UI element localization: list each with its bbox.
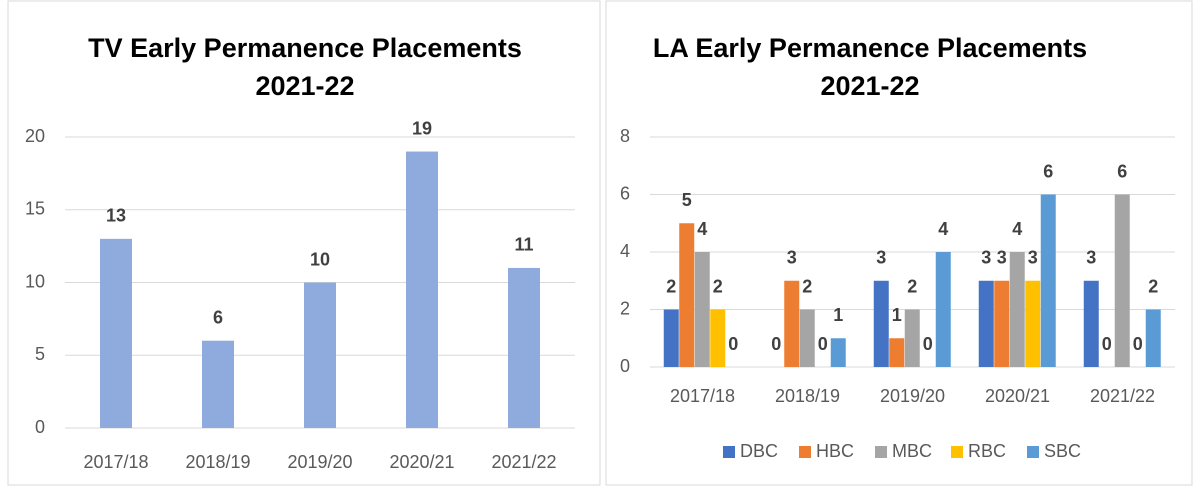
data-label: 2: [713, 276, 723, 296]
data-label: 3: [1086, 248, 1096, 268]
data-label: 2: [907, 276, 917, 296]
data-label: 3: [997, 248, 1007, 268]
chart-title: TV Early Permanence Placements: [88, 33, 522, 63]
data-label: 4: [938, 219, 948, 239]
bar: [935, 252, 951, 367]
data-label: 3: [1028, 248, 1038, 268]
bar: [1114, 194, 1130, 367]
bar: [202, 340, 234, 428]
y-tick-label: 6: [620, 183, 630, 203]
data-label: 13: [106, 206, 126, 226]
data-label: 1: [892, 305, 902, 325]
x-tick-label: 2017/18: [670, 386, 735, 406]
data-label: 11: [514, 235, 533, 255]
bar: [889, 338, 905, 367]
y-tick-label: 0: [620, 356, 630, 376]
data-label: 3: [981, 248, 991, 268]
y-tick-label: 4: [620, 241, 630, 261]
data-label: 0: [1102, 334, 1112, 354]
y-tick-label: 5: [35, 344, 45, 364]
data-label: 3: [876, 248, 886, 268]
data-label: 0: [1133, 334, 1143, 354]
data-label: 2: [1148, 276, 1158, 296]
chart-subtitle: 2021-22: [820, 71, 919, 101]
chart-subtitle: 2021-22: [255, 71, 354, 101]
data-label: 6: [1117, 161, 1127, 181]
y-tick-label: 0: [35, 417, 45, 437]
bar: [508, 267, 540, 428]
legend-swatch: [1027, 446, 1039, 458]
data-label: 2: [802, 276, 812, 296]
chart-frame: [605, 0, 1193, 486]
bar: [1025, 280, 1041, 367]
legend-label: MBC: [892, 441, 932, 461]
bar: [994, 280, 1010, 367]
bar: [694, 252, 710, 367]
x-tick-label: 2021/22: [1090, 386, 1155, 406]
data-label: 0: [818, 334, 828, 354]
x-tick-label: 2020/21: [985, 386, 1050, 406]
x-tick-label: 2018/19: [775, 386, 840, 406]
data-label: 5: [682, 190, 692, 210]
data-label: 0: [923, 334, 933, 354]
data-label: 10: [310, 249, 330, 269]
x-tick-label: 2020/21: [389, 452, 454, 472]
data-label: 6: [1043, 161, 1053, 181]
bar: [799, 309, 815, 367]
bar: [784, 280, 800, 367]
data-label: 2: [666, 276, 676, 296]
data-label: 0: [771, 334, 781, 354]
bar: [1009, 252, 1025, 367]
bar: [679, 223, 695, 367]
legend-label: HBC: [816, 441, 854, 461]
bar: [1145, 309, 1161, 367]
bar: [873, 280, 889, 367]
data-label: 0: [728, 334, 738, 354]
data-label: 1: [833, 305, 843, 325]
y-tick-label: 2: [620, 298, 630, 318]
legend-swatch: [799, 446, 811, 458]
chart-frame: [7, 0, 601, 486]
data-label: 3: [787, 248, 797, 268]
bar: [710, 309, 726, 367]
x-tick-label: 2017/18: [83, 452, 148, 472]
legend-swatch: [723, 446, 735, 458]
bar: [1040, 194, 1056, 367]
x-tick-label: 2019/20: [880, 386, 945, 406]
bar: [304, 282, 336, 428]
bar: [663, 309, 679, 367]
bar: [978, 280, 994, 367]
bar: [100, 238, 132, 428]
x-tick-label: 2021/22: [491, 452, 556, 472]
chart-title: LA Early Permanence Placements: [653, 33, 1087, 63]
bar: [1083, 280, 1099, 367]
data-label: 19: [412, 118, 432, 138]
legend-label: DBC: [740, 441, 778, 461]
legend-label: SBC: [1044, 441, 1081, 461]
legend-swatch: [951, 446, 963, 458]
legend-label: RBC: [968, 441, 1006, 461]
x-tick-label: 2018/19: [185, 452, 250, 472]
data-label: 6: [213, 307, 223, 327]
y-tick-label: 20: [25, 126, 45, 146]
x-tick-label: 2019/20: [287, 452, 352, 472]
data-label: 4: [1012, 219, 1022, 239]
y-tick-label: 8: [620, 126, 630, 146]
bar: [904, 309, 920, 367]
y-tick-label: 15: [25, 199, 45, 219]
legend-swatch: [875, 446, 887, 458]
data-label: 4: [697, 219, 707, 239]
bar: [406, 151, 438, 429]
bar: [830, 338, 846, 367]
y-tick-label: 10: [25, 271, 45, 291]
